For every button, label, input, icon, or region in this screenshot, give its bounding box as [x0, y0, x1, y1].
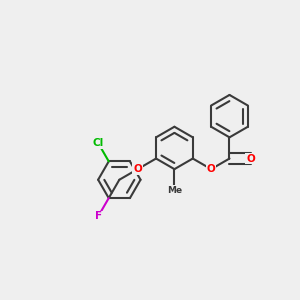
Text: O: O: [246, 154, 255, 164]
Text: F: F: [94, 212, 102, 221]
Text: Me: Me: [167, 186, 182, 195]
Text: O: O: [207, 164, 215, 174]
Text: O: O: [207, 164, 215, 174]
Text: Cl: Cl: [92, 138, 104, 148]
Text: O: O: [133, 164, 142, 174]
